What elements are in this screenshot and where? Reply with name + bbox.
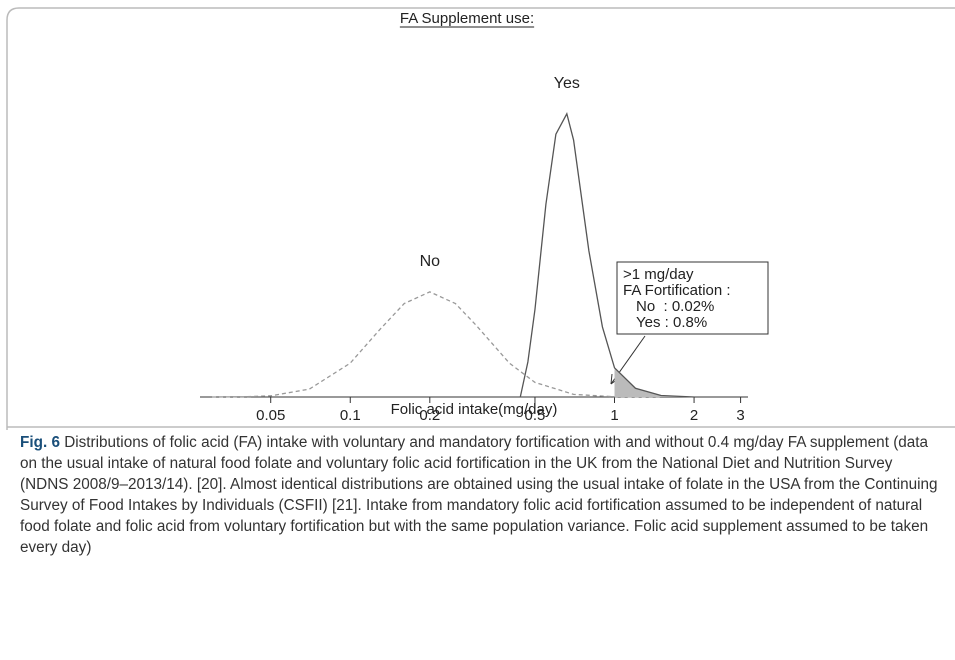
annotation-text: Yes : 0.8% [636,314,707,331]
annotation-text: FA Fortification : [623,282,731,299]
series-line [212,291,662,398]
x-tick-label: 2 [690,407,698,424]
x-tick-label: 0.5 [525,407,546,424]
shaded-area [614,367,695,397]
caption-text: Distributions of folic acid (FA) intake … [20,434,938,556]
x-tick-label: 0.2 [419,407,440,424]
x-tick-label: 3 [736,407,744,424]
caption: Fig. 6 Distributions of folic acid (FA) … [20,432,940,558]
x-axis-label: Folic acid intake(mg/day) [391,401,558,418]
annotation-text: >1 mg/day [623,266,694,283]
x-tick-label: 0.05 [256,407,285,424]
x-tick-label: 0.1 [340,407,361,424]
series-label: Yes [554,75,580,92]
x-tick-label: 1 [610,407,618,424]
chart: FA Supplement use: Folic acid intake(mg/… [6,7,955,430]
series-label: No [420,253,441,270]
annotation-box [616,261,769,335]
caption-label: Fig. 6 [20,434,60,451]
chart-title: FA Supplement use: [400,10,534,27]
frame [6,7,955,430]
series-line [519,111,695,398]
annotation-text: No : 0.02% [636,298,714,315]
